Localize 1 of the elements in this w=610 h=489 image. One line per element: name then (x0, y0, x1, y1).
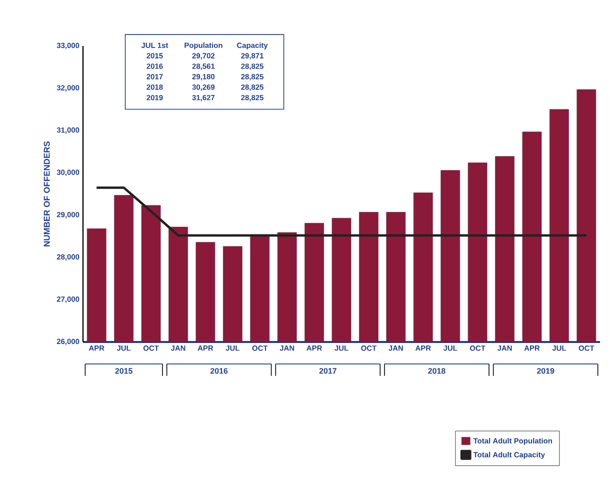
y-axis-title: NUMBER OF OFFENDERS (44, 141, 50, 246)
